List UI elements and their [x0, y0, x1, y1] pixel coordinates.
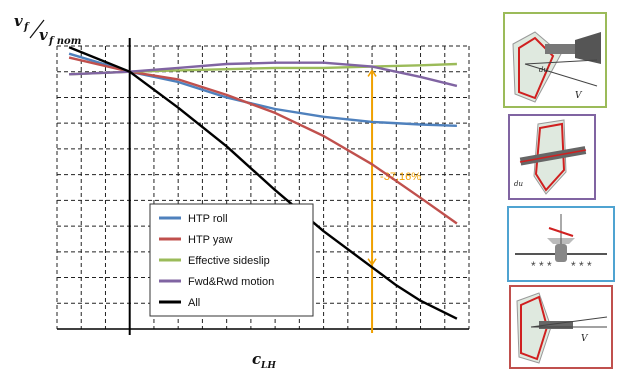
annotation-arrow-top-left [367, 70, 373, 77]
svg-text:V: V [575, 91, 583, 101]
annotation-arrow-bottom-right [371, 258, 377, 266]
x-axis-label-main: c [252, 350, 261, 368]
legend-entry: Effective sideslip [188, 255, 270, 267]
y-axis-label-slash [29, 19, 45, 39]
series-line-htp-yaw [68, 56, 458, 225]
svg-text:V: V [581, 334, 589, 344]
x-axis-label-sub: LH [260, 361, 276, 371]
series-group [68, 46, 458, 320]
y-axis-label-sub-num: f [23, 22, 30, 33]
series-line-htp-roll [68, 52, 457, 127]
svg-text:* * *: * * * [571, 259, 592, 273]
htp-roll-illustration: du V [512, 31, 601, 103]
legend-entry: Fwd&Rwd motion [188, 276, 274, 288]
annotation-label: -37,16% [380, 171, 421, 183]
thumb-htp-yaw: du [508, 114, 596, 200]
fwd-rwd-motion-illustration: V [516, 292, 608, 364]
htp-yaw-illustration: du [514, 119, 587, 195]
annotation-arrow-bottom-left [367, 258, 373, 266]
legend: HTP roll HTP yaw Effective sideslip Fwd&Rwd… [149, 203, 314, 317]
annotation-arrow-top-right [371, 70, 377, 77]
effective-sideslip-illustration: * * * * * * [515, 214, 607, 273]
y-axis-label-main: v [14, 12, 23, 30]
chart: -37,16% v f v f nom c LH HTP roll HTP yaw… [14, 12, 470, 371]
thumb-fwd-rwd-motion: V [509, 285, 613, 369]
y-axis-label-den: v [39, 26, 48, 44]
y-axis-label-sub-den: f nom [48, 36, 81, 47]
svg-text:du: du [539, 66, 548, 74]
legend-entry: HTP roll [188, 213, 228, 225]
legend-entry: All [188, 297, 200, 309]
svg-text:du: du [514, 180, 523, 188]
svg-text:* * *: * * * [531, 259, 552, 273]
thumb-htp-roll: du V [503, 12, 607, 108]
chart-axes [57, 38, 469, 335]
thumb-effective-sideslip: * * * * * * [507, 206, 615, 282]
annotation-group: -37,16% [367, 70, 421, 333]
legend-entry: HTP yaw [188, 234, 232, 246]
series-line-fwd-rwd-motion [69, 61, 458, 88]
